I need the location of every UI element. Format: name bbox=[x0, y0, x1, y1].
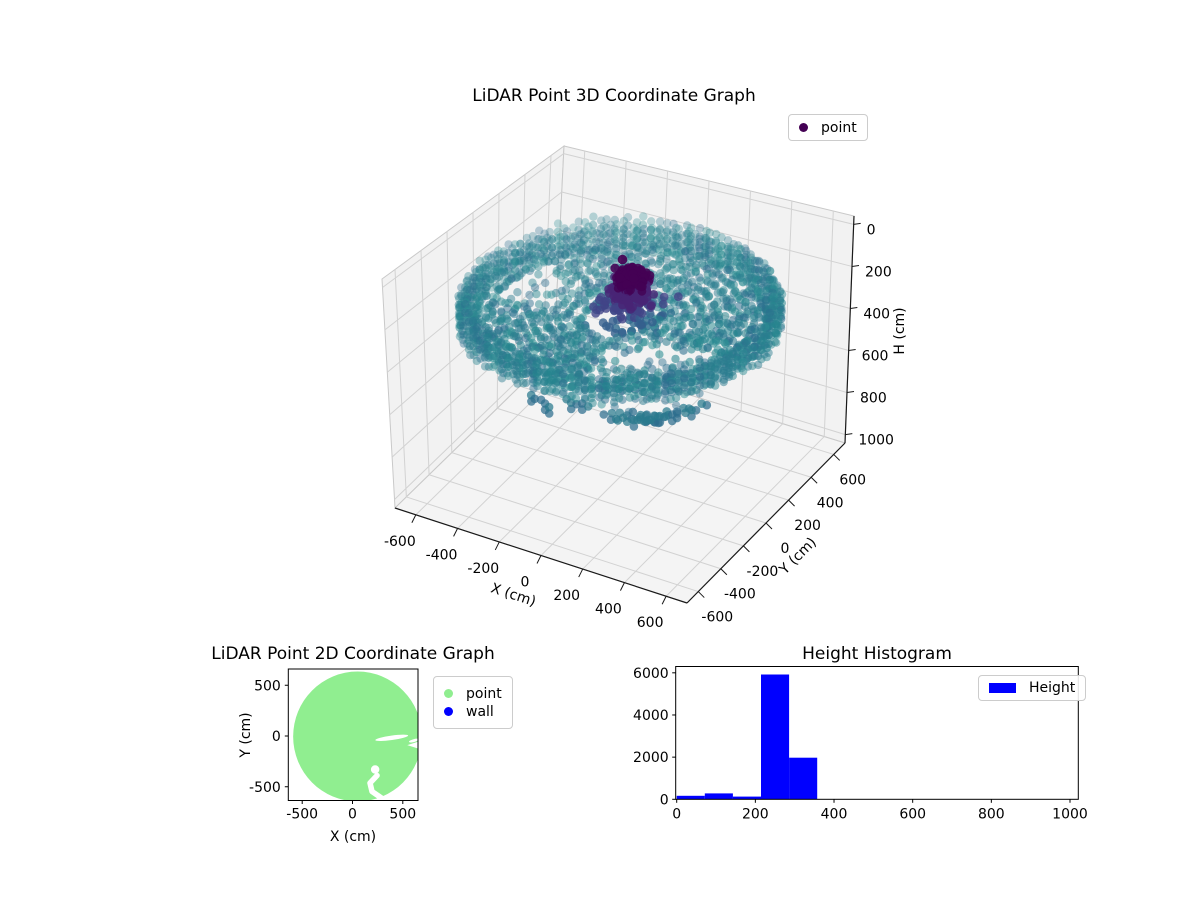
gap-notch bbox=[407, 741, 418, 749]
x-tick-label: 600 bbox=[899, 806, 926, 822]
legend-row-point: point bbox=[789, 119, 867, 137]
axis-ticks-2d bbox=[284, 684, 404, 804]
point-marker-icon bbox=[799, 123, 808, 132]
legend-label: point bbox=[821, 119, 857, 136]
legend-label: wall bbox=[466, 703, 494, 720]
y-axis-label: Y (cm) bbox=[238, 712, 254, 758]
histogram-bar bbox=[789, 757, 818, 800]
axis-ticks-hist bbox=[672, 672, 1071, 803]
z-tick-label: 0 bbox=[867, 222, 876, 238]
point-disc bbox=[293, 671, 418, 801]
y-tick-label: 200 bbox=[794, 518, 821, 534]
legend-row-height: Height bbox=[979, 679, 1085, 697]
gap-blob bbox=[370, 765, 380, 774]
axis-ticks-3d bbox=[411, 222, 861, 605]
x-tick-label: -200 bbox=[467, 561, 499, 577]
x-tick-label: 400 bbox=[821, 806, 848, 822]
x-tick-label: 200 bbox=[553, 588, 580, 604]
x-tick-label: 1000 bbox=[1052, 806, 1088, 822]
plot-histogram-title: Height Histogram bbox=[802, 644, 952, 664]
y-tick-label: 600 bbox=[839, 472, 866, 488]
axes-box-hist bbox=[675, 666, 1079, 800]
legend-row-wall: wall bbox=[434, 703, 512, 721]
y-tick-label: 0 bbox=[660, 792, 669, 808]
z-tick-label: 400 bbox=[863, 306, 890, 322]
histogram-bar bbox=[761, 674, 790, 800]
x-tick-label: 600 bbox=[637, 615, 664, 631]
x-tick-label: -400 bbox=[426, 547, 458, 563]
gap-lens bbox=[408, 738, 418, 743]
y-tick-label: 0 bbox=[272, 729, 281, 745]
y-tick-label: -400 bbox=[724, 587, 756, 603]
histogram-bar bbox=[676, 795, 705, 800]
x-tick-label: 0 bbox=[672, 806, 681, 822]
x-tick-label: 0 bbox=[348, 807, 357, 823]
plot-3d-legend: point bbox=[788, 114, 868, 141]
histogram-bar bbox=[704, 793, 733, 800]
x-axis-label: X (cm) bbox=[330, 829, 376, 845]
x-tick-label: 200 bbox=[742, 806, 769, 822]
y-tick-label: 4000 bbox=[633, 708, 669, 724]
gap-lens bbox=[375, 734, 409, 742]
height-swatch-icon bbox=[989, 683, 1016, 693]
y-tick-label: 2000 bbox=[633, 750, 669, 766]
x-tick-label: 400 bbox=[595, 602, 622, 618]
x-tick-label: -500 bbox=[286, 807, 318, 823]
axis-tick-labels-2d: -500 0 500 -500 0 500 bbox=[249, 678, 416, 822]
scatter-2d bbox=[293, 671, 418, 801]
point-marker-icon bbox=[444, 689, 453, 698]
axes-box-2d bbox=[287, 668, 419, 801]
histogram-bars bbox=[676, 674, 818, 800]
y-tick-label: 6000 bbox=[633, 666, 669, 682]
axis-tick-labels-hist: 0 200 400 600 800 1000 0 2000 4000 6000 bbox=[633, 666, 1088, 822]
z-tick-label: 800 bbox=[860, 391, 887, 407]
plot-2d-title: LiDAR Point 2D Coordinate Graph bbox=[211, 644, 495, 664]
gap-channel bbox=[367, 772, 388, 801]
y-tick-label: 0 bbox=[781, 541, 790, 557]
plot-3d-title: LiDAR Point 3D Coordinate Graph bbox=[472, 86, 756, 106]
y-tick-label: 400 bbox=[817, 495, 844, 511]
y-tick-label: -500 bbox=[249, 780, 281, 796]
histogram-bar bbox=[732, 796, 761, 800]
y-tick-label: -200 bbox=[747, 564, 779, 580]
legend-label: Height bbox=[1029, 680, 1076, 696]
x-tick-label: 800 bbox=[978, 806, 1005, 822]
z-tick-label: 600 bbox=[862, 349, 889, 365]
scatter-points-3d bbox=[454, 212, 787, 431]
z-tick-label: 200 bbox=[865, 264, 892, 280]
z-tick-label: 1000 bbox=[858, 433, 894, 449]
x-tick-label: 0 bbox=[521, 575, 530, 591]
z-axis-line bbox=[844, 215, 855, 444]
z-axis-label: H (cm) bbox=[892, 307, 908, 354]
x-tick-label: -600 bbox=[384, 534, 416, 550]
y-tick-label: -600 bbox=[701, 610, 733, 626]
legend-row-point: point bbox=[434, 685, 512, 703]
plot-histogram-legend: Height bbox=[978, 675, 1087, 701]
legend-label: point bbox=[466, 685, 502, 702]
x-tick-label: 500 bbox=[389, 807, 416, 823]
wall-marker-icon bbox=[444, 707, 453, 716]
y-tick-label: 500 bbox=[254, 678, 281, 694]
plot-2d-legend: point wall bbox=[433, 676, 513, 729]
